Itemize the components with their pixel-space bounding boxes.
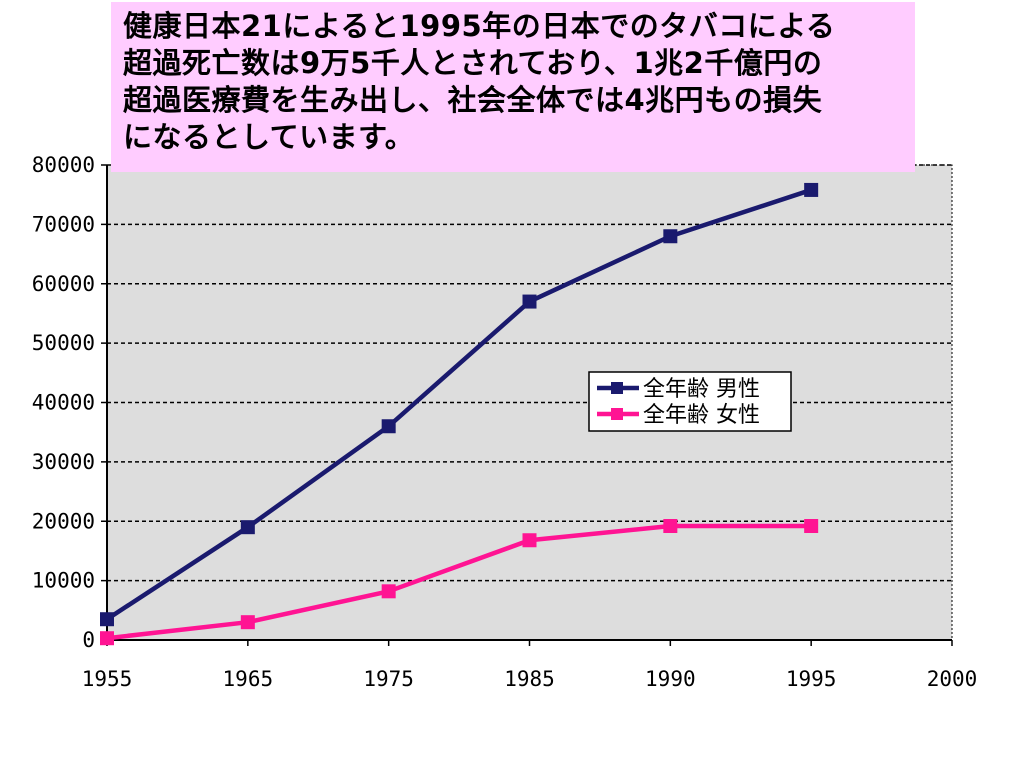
data-point	[381, 584, 396, 599]
y-axis-ticks: 0 10000 20000 30000 40000 50000 60000 70000 8000…	[32, 153, 107, 652]
legend-box	[588, 371, 792, 432]
data-point	[240, 615, 255, 630]
series-line	[106, 523, 812, 641]
data-point	[240, 520, 255, 535]
y-tick-label: 0	[82, 628, 95, 652]
y-tick-label: 70000	[32, 212, 95, 236]
data-point	[663, 229, 678, 244]
legend-label: 全年齢 男性	[643, 377, 760, 402]
data-point	[663, 519, 678, 533]
annotation-line-3: 超過医療費を生み出し、社会全体では4兆円もの損失	[123, 83, 823, 117]
series-lines	[100, 182, 819, 646]
series-male	[100, 182, 819, 627]
annotation-line-4: になるとしています。	[123, 120, 415, 154]
data-point	[522, 294, 537, 309]
x-tick-label: 1965	[223, 667, 274, 691]
y-tick-label: 80000	[32, 153, 95, 177]
legend-swatch-marker	[611, 408, 623, 420]
x-tick-label: 1995	[786, 667, 837, 691]
annotation-line-2: 超過死亡数は9万5千人とされており、1兆2千億円の	[123, 46, 823, 80]
legend-label: 全年齢 女性	[643, 403, 760, 428]
y-tick-label: 30000	[32, 450, 95, 474]
x-axis-ticks: 1955 1965 1975 1985 1990 1995 2000	[82, 640, 978, 691]
data-point	[100, 631, 114, 646]
data-point	[804, 519, 819, 533]
x-tick-label: 1985	[504, 667, 555, 691]
annotation-box: 健康日本21によると1995年の日本でのタバコによる 超過死亡数は9万5千人とさ…	[111, 2, 915, 172]
y-tick-label: 10000	[32, 569, 95, 593]
legend-swatch-marker	[611, 382, 623, 394]
x-tick-label: 1955	[82, 667, 133, 691]
series-female	[100, 519, 819, 646]
annotation-line-1: 健康日本21によると1995年の日本でのタバコによる	[123, 9, 836, 43]
data-point	[522, 533, 537, 548]
y-tick-label: 20000	[32, 509, 95, 533]
series-line	[105, 187, 812, 622]
x-tick-label: 2000	[927, 667, 978, 691]
x-tick-label: 1975	[363, 667, 414, 691]
y-tick-label: 40000	[32, 391, 95, 415]
data-point	[804, 182, 819, 197]
y-tick-label: 50000	[32, 331, 95, 355]
y-tick-label: 60000	[32, 272, 95, 296]
data-point	[381, 419, 396, 434]
x-tick-label: 1990	[645, 667, 696, 691]
data-point	[100, 612, 114, 627]
